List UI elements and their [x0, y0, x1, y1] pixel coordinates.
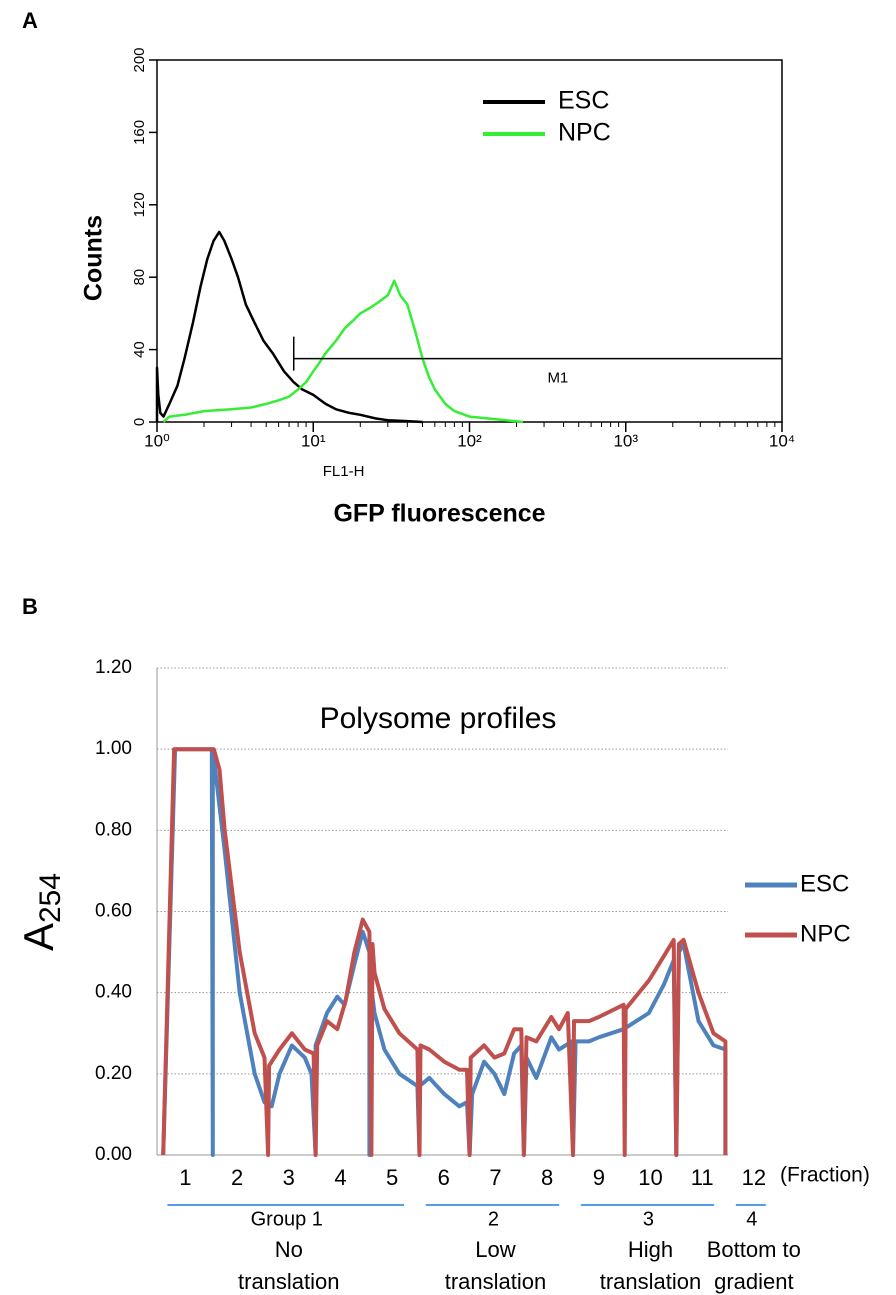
group-description: translation	[600, 1269, 702, 1294]
legend-label: NPC	[558, 119, 611, 147]
x-tick-label: 8	[541, 1165, 553, 1190]
y-axis-label: Counts	[80, 215, 108, 301]
x-tick-label: 6	[438, 1165, 450, 1190]
x-tick-label: 11	[691, 1165, 714, 1190]
legend-label: ESC	[558, 87, 609, 115]
x-tick-label: 9	[593, 1165, 605, 1190]
y-tick-label: 0.80	[95, 819, 132, 840]
x-axis-label: (Fraction)	[780, 1164, 870, 1187]
group-label: Group 1	[251, 1208, 323, 1230]
x-tick-label: 10⁰	[144, 431, 170, 450]
group-description: Low	[475, 1237, 515, 1262]
x-axis-label: GFP fluorescence	[333, 500, 545, 528]
y-tick-label: 1.00	[95, 738, 132, 759]
y-tick-label: 0.00	[95, 1144, 132, 1165]
series-line	[161, 747, 728, 1157]
x-tick-label: 5	[386, 1165, 398, 1190]
chart-title: Polysome profiles	[320, 702, 557, 735]
legend-label: NPC	[800, 920, 851, 947]
y-tick-label: 200	[131, 47, 148, 72]
group-description: High	[628, 1237, 673, 1262]
x-tick-label: 12	[742, 1165, 766, 1190]
y-tick-label: 0.40	[95, 982, 132, 1003]
group-description: Bottom to	[707, 1237, 801, 1262]
group-label: 2	[488, 1208, 499, 1230]
y-axis-label: A254	[15, 873, 67, 951]
x-tick-label: 3	[283, 1165, 295, 1190]
x-tick-label: 10¹	[301, 431, 326, 450]
y-tick-label: 160	[131, 120, 148, 145]
panel-label: B	[22, 594, 38, 619]
group-description: No	[275, 1237, 303, 1262]
group-label: 4	[746, 1208, 757, 1230]
y-tick-label: 40	[131, 341, 148, 358]
y-tick-label: 1.20	[95, 657, 132, 678]
group-description: gradient	[714, 1269, 794, 1294]
x-sublabel: FL1-H	[323, 463, 365, 480]
series-line	[162, 279, 524, 424]
panel-label: A	[22, 8, 38, 33]
y-axis-label-main: A	[15, 923, 62, 951]
plot-frame	[156, 59, 783, 423]
x-tick-label: 4	[334, 1165, 346, 1190]
gate-label: M1	[547, 370, 568, 387]
group-label: 3	[643, 1208, 654, 1230]
x-tick-label: 7	[489, 1165, 501, 1190]
y-tick-label: 80	[131, 269, 148, 286]
x-tick-label: 10³	[613, 431, 638, 450]
x-tick-label: 1	[179, 1165, 191, 1190]
y-tick-label: 120	[131, 192, 148, 217]
x-tick-label: 2	[231, 1165, 243, 1190]
group-description: translation	[238, 1269, 340, 1294]
x-tick-label: 10	[638, 1165, 662, 1190]
legend-label: ESC	[800, 870, 849, 897]
y-axis-label-sub: 254	[34, 873, 67, 923]
y-tick-label: 0.20	[95, 1063, 132, 1084]
y-tick-label: 0.60	[95, 901, 132, 922]
x-tick-label: 10²	[457, 431, 482, 450]
series-line	[155, 230, 423, 424]
x-tick-label: 10⁴	[769, 431, 795, 450]
y-tick-label: 0	[131, 418, 148, 426]
series-line	[161, 747, 728, 1157]
group-description: translation	[445, 1269, 547, 1294]
